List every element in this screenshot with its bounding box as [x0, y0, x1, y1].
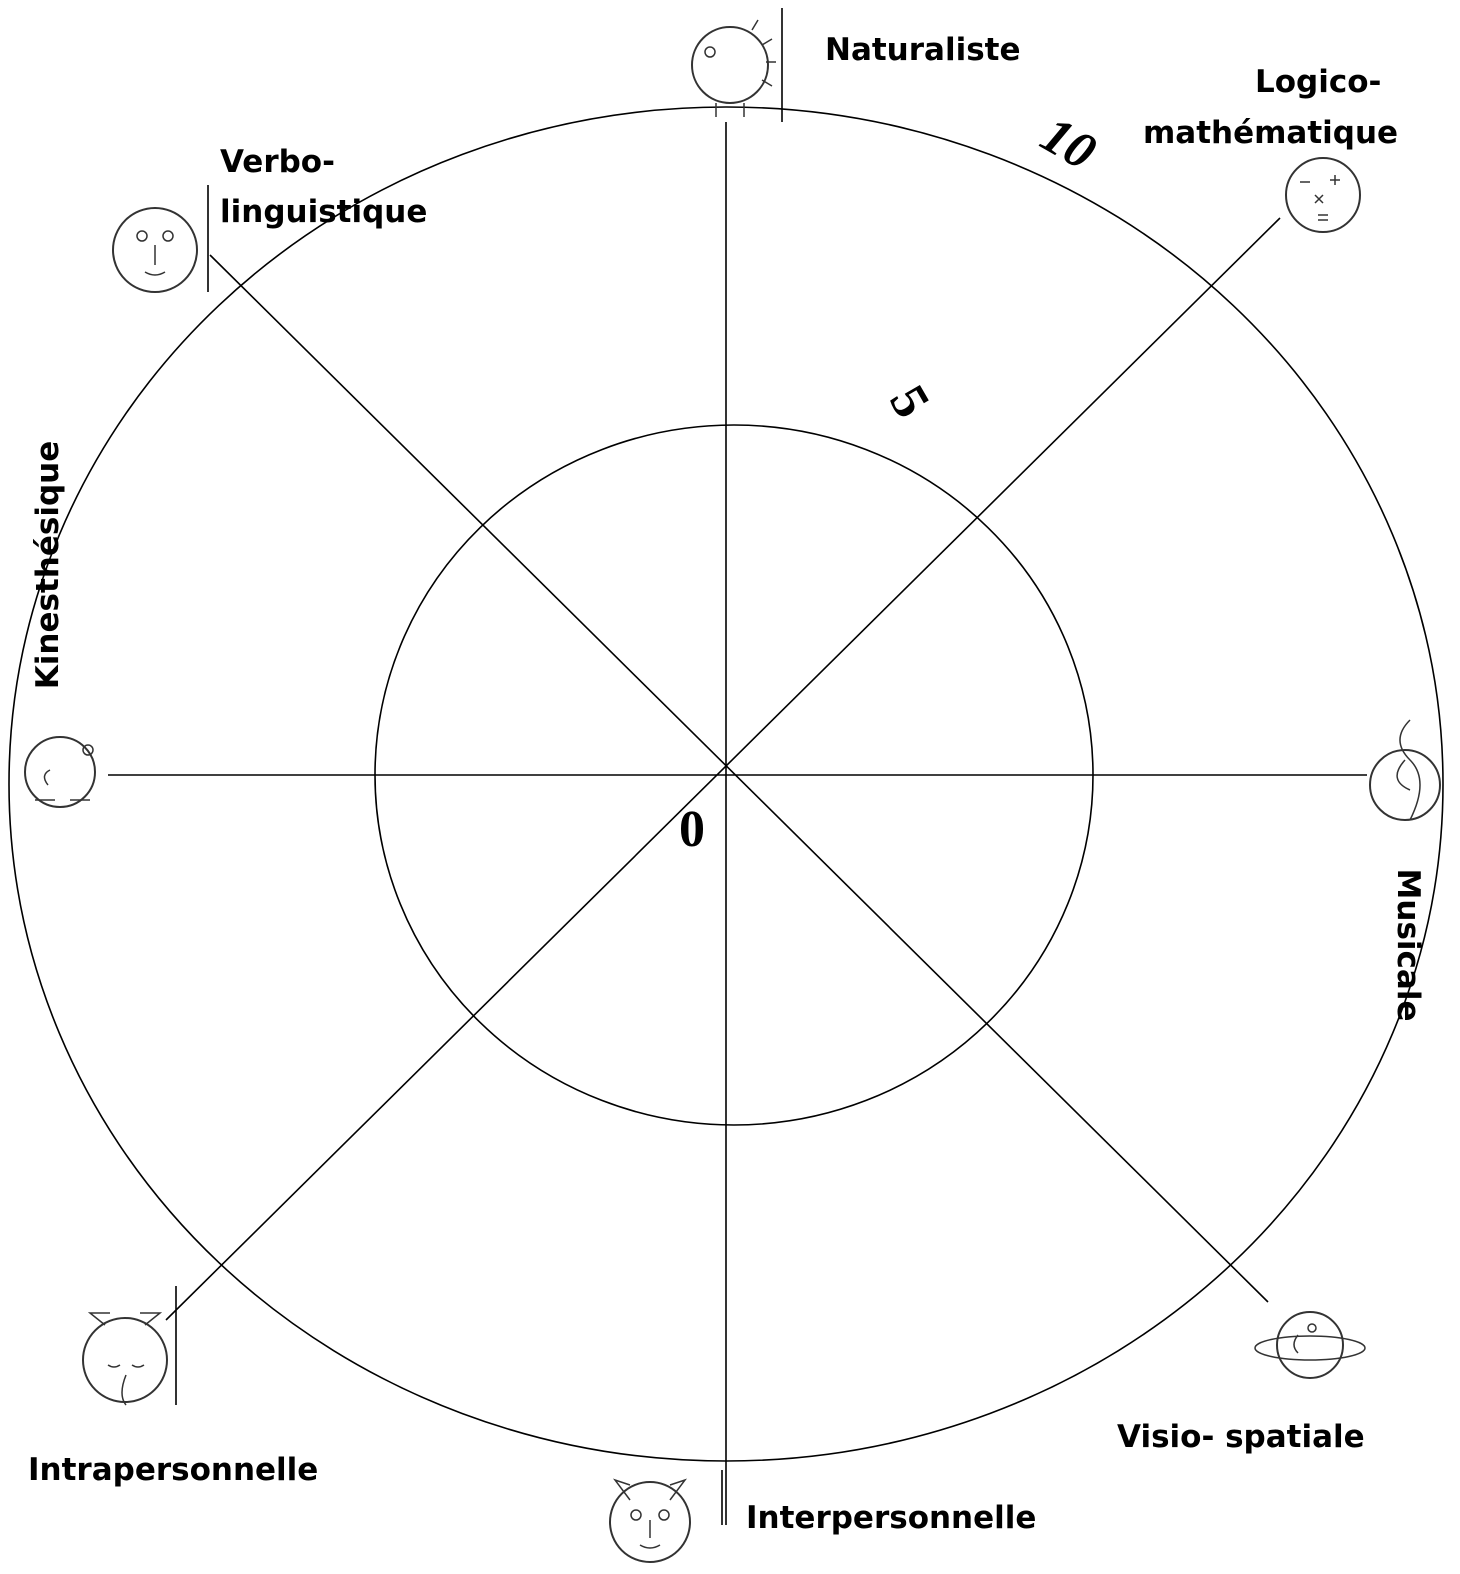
axis-label: Intrapersonnelle: [28, 1452, 318, 1488]
axis-label: Visio- spatiale: [1117, 1419, 1365, 1455]
axis-label: linguistique: [220, 194, 427, 230]
icon-kinesthesique: [25, 737, 95, 807]
scale-label: 10: [1031, 106, 1105, 181]
axis-label: Kinesthésique: [30, 441, 66, 689]
icon-intrapersonnelle: [83, 1313, 167, 1405]
axis-label: Logico-: [1255, 64, 1381, 100]
axis-label: Interpersonnelle: [746, 1500, 1036, 1536]
icon-naturaliste: [692, 20, 776, 117]
axis-label: Naturaliste: [825, 32, 1021, 68]
intelligence-wheel: Naturaliste Logico- mathématique Musical…: [0, 0, 1460, 1574]
axis-line: [210, 255, 1268, 1302]
scale-label: 5: [878, 376, 940, 427]
icon-verbo: [113, 208, 197, 292]
axis-label: mathématique: [1143, 115, 1398, 151]
scale-labels: 0 5 10: [679, 106, 1105, 858]
axis-labels: Naturaliste Logico- mathématique Musical…: [28, 32, 1426, 1536]
icon-interpersonnelle: [610, 1480, 690, 1562]
page: {"axes": [ {"lines": ["Naturaliste"]}, {…: [0, 0, 1460, 1574]
icon-musicale: [1370, 720, 1440, 820]
wheel-grid: [9, 8, 1443, 1525]
axis-label: Musicale: [1390, 869, 1426, 1022]
scale-label: 0: [679, 801, 705, 858]
axis-line: [166, 218, 1280, 1320]
icon-logico: [1286, 158, 1360, 232]
axis-label: Verbo-: [220, 144, 335, 180]
icon-visio: [1255, 1312, 1365, 1378]
icons: [25, 20, 1440, 1562]
